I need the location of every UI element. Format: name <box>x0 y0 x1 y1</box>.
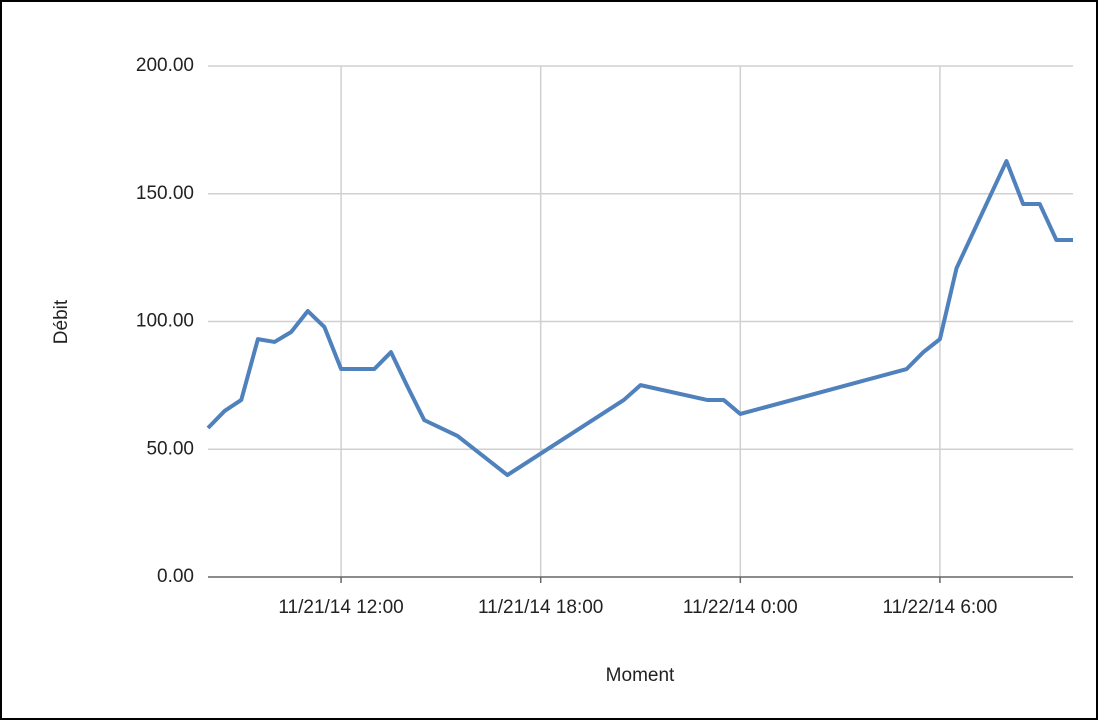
data-line <box>206 159 1073 478</box>
x-tick-label: 11/22/14 6:00 <box>883 597 998 618</box>
x-tick-label: 11/21/14 12:00 <box>278 597 403 618</box>
y-tick-label: 50.00 <box>146 438 194 459</box>
x-tick-label: 11/21/14 18:00 <box>478 597 603 618</box>
y-tick-label: 200.00 <box>136 55 194 76</box>
y-tick-label: 100.00 <box>136 311 194 332</box>
x-axis-label: Moment <box>606 665 675 686</box>
y-tick-label: 150.00 <box>136 183 194 204</box>
y-axis-label: Débit <box>51 299 72 344</box>
y-tick-label: 0.00 <box>157 566 194 587</box>
x-tick-label: 11/22/14 0:00 <box>683 597 798 618</box>
